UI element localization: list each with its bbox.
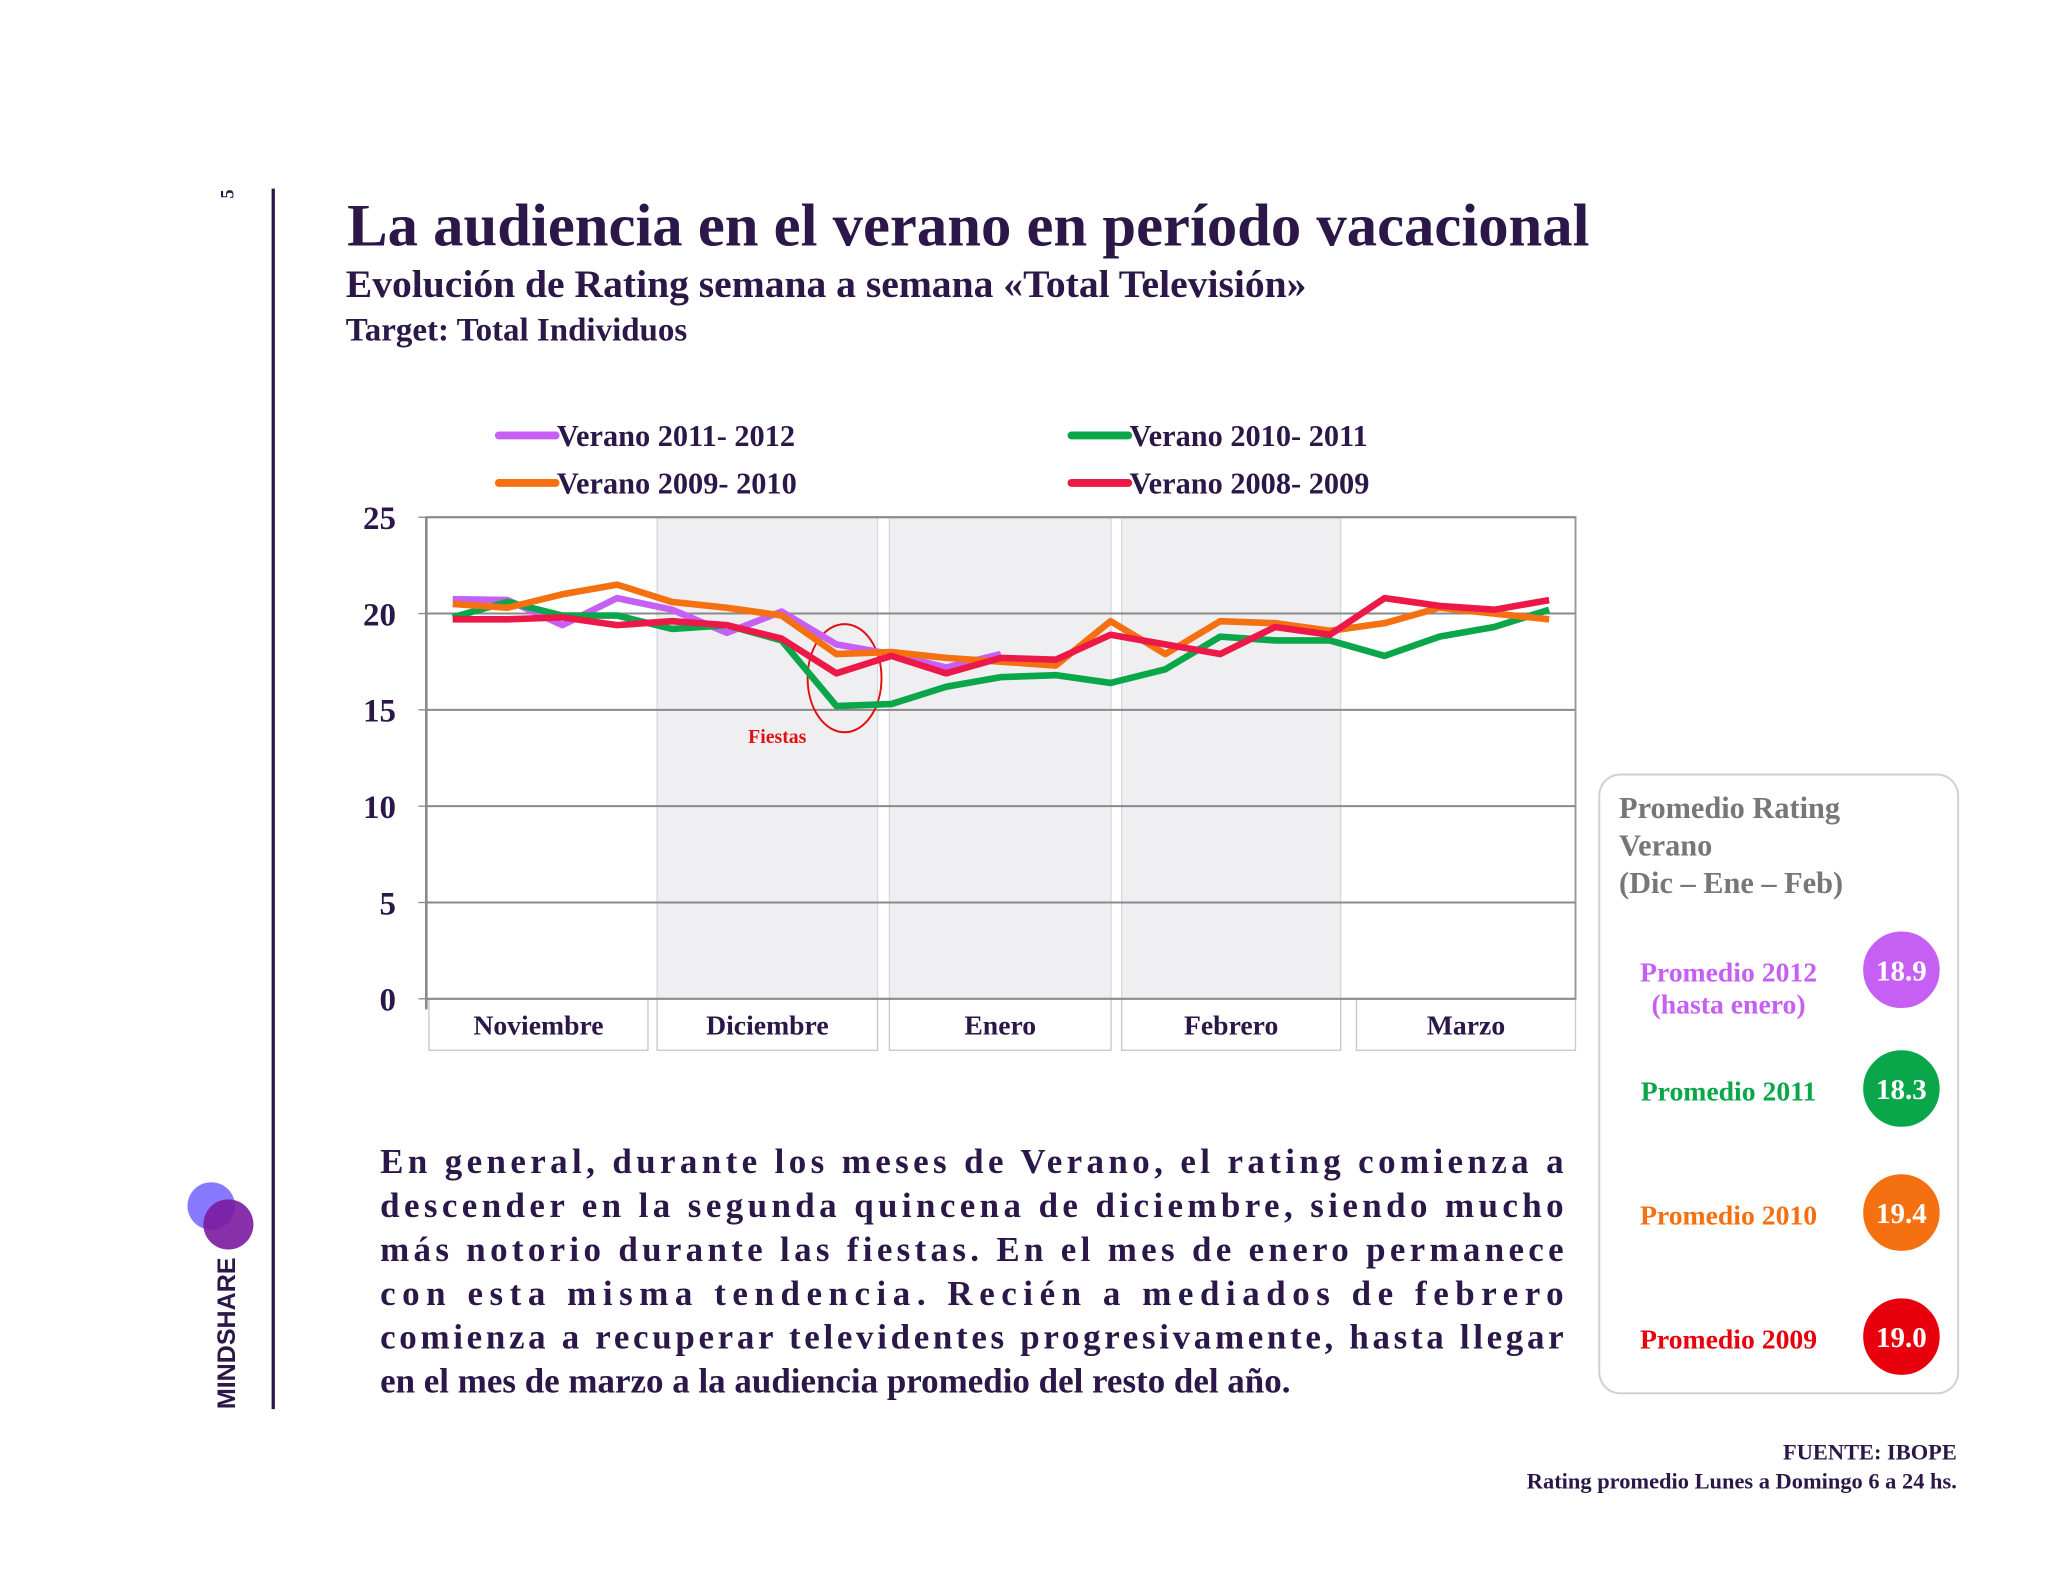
x-tick-label: Noviembre bbox=[473, 1009, 603, 1040]
averages-box bbox=[1598, 773, 1960, 1395]
month-box bbox=[888, 998, 1112, 1051]
month-band bbox=[656, 516, 879, 1000]
series-line bbox=[452, 594, 1550, 677]
y-tick-label: 15 bbox=[363, 694, 396, 730]
average-value: 19.0 bbox=[1876, 1322, 1927, 1354]
annotation-circle bbox=[806, 623, 883, 734]
average-label: (hasta enero) bbox=[1652, 988, 1806, 1019]
paragraph-line: En general, durante los meses de Verano,… bbox=[380, 1142, 1564, 1181]
y-tick-label: 20 bbox=[363, 597, 396, 633]
source: Rating promedio Lunes a Domingo 6 a 24 h… bbox=[1527, 1468, 1957, 1493]
series-line bbox=[451, 598, 1551, 710]
averages-heading: Verano bbox=[1619, 829, 1712, 863]
title: La audiencia en el verano en período vac… bbox=[347, 192, 1589, 259]
subtitle: Evolución de Rating semana a semana «Tot… bbox=[346, 262, 1307, 306]
month-band bbox=[1120, 516, 1342, 1000]
average-value: 19.4 bbox=[1876, 1198, 1927, 1230]
legend-label: Verano 2010- 2011 bbox=[1130, 419, 1368, 453]
average-badge bbox=[1860, 1171, 1943, 1254]
average-badge bbox=[1860, 1047, 1943, 1130]
average-value: 18.9 bbox=[1876, 955, 1927, 987]
averages-heading: (Dic – Ene – Feb) bbox=[1619, 866, 1843, 900]
average-label: Promedio 2010 bbox=[1640, 1199, 1817, 1230]
average-label: Promedio 2011 bbox=[1641, 1075, 1817, 1106]
averages-heading: Promedio Rating bbox=[1619, 791, 1840, 825]
month-band bbox=[888, 516, 1112, 1000]
legend-label: Verano 2008- 2009 bbox=[1130, 466, 1370, 500]
x-tick-label: Diciembre bbox=[706, 1009, 829, 1040]
target: Target: Total Individuos bbox=[346, 312, 688, 348]
month-box bbox=[1120, 998, 1342, 1051]
x-tick-label: Enero bbox=[964, 1009, 1036, 1040]
paragraph-line: en el mes de marzo a la audiencia promed… bbox=[380, 1362, 1290, 1401]
page-number: 5 bbox=[218, 189, 238, 198]
average-label: Promedio 2012 bbox=[1640, 957, 1817, 988]
average-value: 18.3 bbox=[1876, 1074, 1927, 1106]
legend-label: Verano 2009- 2010 bbox=[557, 466, 797, 500]
average-label: Promedio 2009 bbox=[1640, 1323, 1817, 1354]
logo-text: MINDSHARE bbox=[213, 1257, 241, 1409]
x-tick-label: Febrero bbox=[1184, 1009, 1278, 1040]
y-tick-label: 5 bbox=[379, 886, 395, 922]
series-line bbox=[452, 581, 1550, 669]
paragraph-line: más notorio durante las fiestas. En el m… bbox=[380, 1230, 1564, 1269]
paragraph-line: con esta misma tendencia. Recién a media… bbox=[380, 1274, 1564, 1313]
average-badge bbox=[1860, 1295, 1943, 1378]
logo-circle bbox=[203, 1199, 254, 1250]
paragraph-line: comienza a recuperar televidentes progre… bbox=[380, 1318, 1564, 1357]
paragraph-line: descender en la segunda quincena de dici… bbox=[380, 1186, 1564, 1225]
y-tick-label: 25 bbox=[363, 501, 396, 537]
month-box bbox=[428, 998, 649, 1051]
legend-label: Verano 2011- 2012 bbox=[557, 419, 795, 453]
x-tick-label: Marzo bbox=[1427, 1009, 1505, 1040]
annotation: Fiestas bbox=[748, 726, 807, 748]
source: FUENTE: IBOPE bbox=[1783, 1439, 1957, 1464]
month-box bbox=[1355, 998, 1577, 1051]
y-tick-label: 10 bbox=[363, 790, 396, 826]
average-badge bbox=[1860, 928, 1943, 1011]
y-tick-label: 0 bbox=[379, 983, 395, 1019]
